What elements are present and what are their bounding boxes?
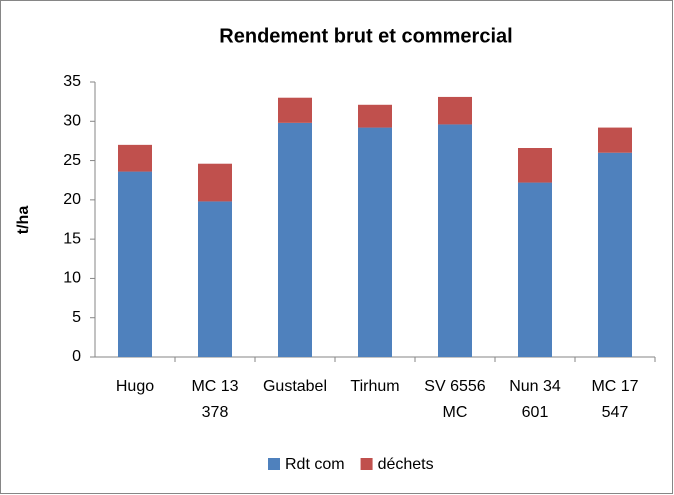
- x-tick-label: Tirhum: [350, 378, 399, 395]
- y-axis-label: t/ha: [15, 206, 32, 235]
- y-tick-label: 30: [63, 113, 81, 130]
- bar-segment: [358, 127, 392, 357]
- x-tick-label: Hugo: [116, 378, 154, 395]
- y-tick-label: 25: [63, 152, 81, 169]
- y-tick-label: 5: [72, 309, 81, 326]
- x-tick-label: 601: [522, 404, 549, 421]
- bar-segment: [518, 182, 552, 357]
- legend-swatch: [360, 458, 373, 470]
- x-tick-label: 547: [602, 404, 629, 421]
- bar-segment: [278, 97, 312, 123]
- bar-segment: [278, 122, 312, 357]
- x-tick-label: 378: [202, 404, 229, 421]
- bar-segment: [598, 127, 632, 153]
- bar-segment: [598, 152, 632, 357]
- x-tick-label: Gustabel: [263, 378, 327, 395]
- y-tick-label: 35: [63, 73, 81, 90]
- x-tick-label: MC 13: [191, 378, 238, 395]
- x-tick-label: Nun 34: [509, 378, 561, 395]
- x-tick-label: MC: [443, 404, 468, 421]
- legend-swatch: [268, 458, 280, 470]
- bar-segment: [438, 124, 472, 357]
- y-tick-label: 0: [72, 348, 81, 365]
- bar-segment: [358, 104, 392, 128]
- bar-segment: [118, 144, 152, 172]
- y-tick-label: 15: [63, 230, 81, 247]
- bar-segment: [198, 163, 232, 202]
- bar-segment: [438, 96, 472, 125]
- chart-title: Rendement brut et commercial: [219, 25, 512, 47]
- x-tick-label: SV 6556: [424, 378, 485, 395]
- y-tick-label: 10: [63, 270, 81, 287]
- bar-segment: [118, 171, 152, 357]
- legend-label: Rdt com: [285, 456, 345, 473]
- y-tick-label: 20: [63, 191, 81, 208]
- bar-segment: [198, 201, 232, 357]
- legend-label: déchets: [378, 456, 434, 473]
- x-tick-label: MC 17: [591, 378, 638, 395]
- bar-segment: [518, 148, 552, 183]
